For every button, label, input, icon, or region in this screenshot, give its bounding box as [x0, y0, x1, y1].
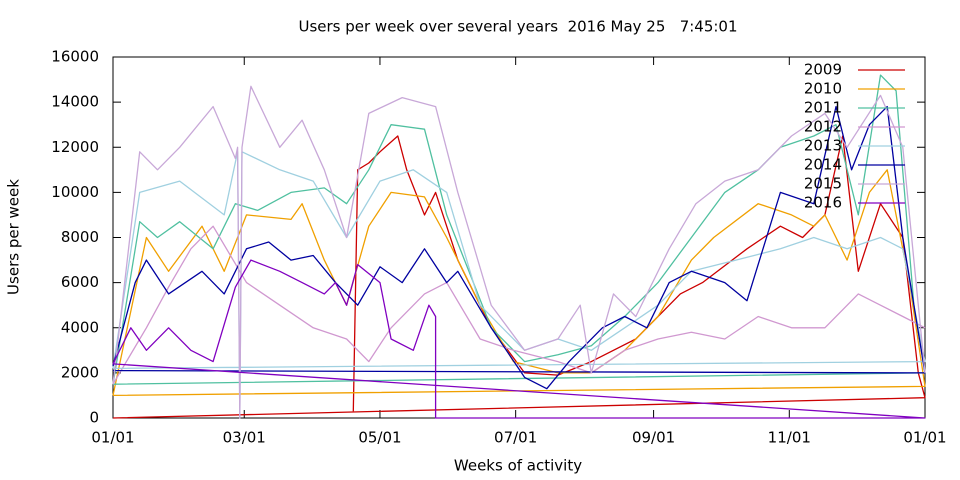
- y-tick-label: 2000: [61, 363, 99, 381]
- x-tick-label: 05/01: [358, 429, 401, 447]
- y-tick-label: 0: [89, 409, 99, 427]
- x-tick-label: 01/01: [903, 429, 946, 447]
- legend-label: 2016: [804, 194, 842, 212]
- y-tick-label: 4000: [61, 318, 99, 336]
- y-tick-label: 16000: [51, 48, 99, 66]
- series-line: [112, 105, 926, 390]
- legend-label: 2014: [804, 156, 842, 174]
- series-line: [112, 85, 926, 419]
- x-tick-label: 09/01: [632, 429, 675, 447]
- y-tick-label: 12000: [51, 138, 99, 156]
- x-tick-label: 03/01: [223, 429, 266, 447]
- y-axis-label: Users per week: [5, 179, 23, 295]
- x-tick-label: 11/01: [768, 429, 811, 447]
- x-tick-label: 01/01: [91, 429, 134, 447]
- series-line: [112, 74, 926, 385]
- y-tick-label: 10000: [51, 183, 99, 201]
- legend-label: 2015: [804, 175, 842, 193]
- chart-title: Users per week over several years 2016 M…: [298, 18, 737, 36]
- legend-label: 2013: [804, 137, 842, 155]
- legend-label: 2009: [804, 61, 842, 79]
- legend-label: 2010: [804, 80, 842, 98]
- series-line: [112, 169, 926, 397]
- legend-label: 2012: [804, 118, 842, 136]
- y-tick-label: 8000: [61, 228, 99, 246]
- series-line: [112, 259, 926, 419]
- x-tick-label: 07/01: [494, 429, 537, 447]
- y-tick-label: 6000: [61, 273, 99, 291]
- legend-label: 2011: [804, 99, 842, 117]
- y-tick-label: 14000: [51, 93, 99, 111]
- x-axis-label: Weeks of activity: [454, 457, 582, 475]
- series-line: [112, 225, 926, 385]
